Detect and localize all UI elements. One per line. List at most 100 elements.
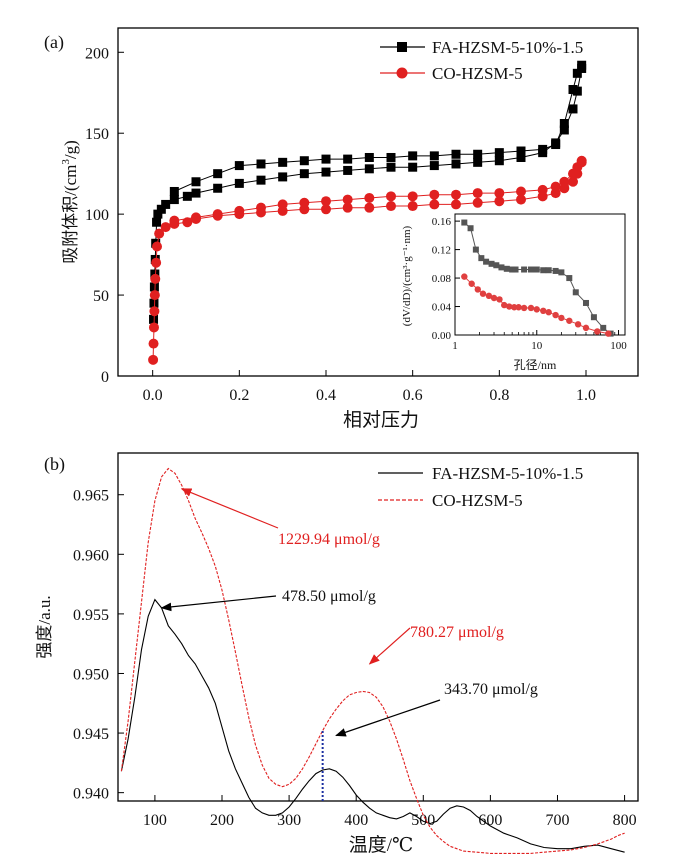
inset-point-fa — [478, 255, 485, 262]
a-point-co — [568, 176, 578, 187]
inset-point-fa — [509, 266, 516, 273]
inset-point-fa — [472, 246, 479, 253]
b-xtick-label: 800 — [613, 812, 637, 829]
a-point-co — [364, 202, 375, 213]
a-point-fa — [386, 162, 396, 172]
a-point-co — [429, 189, 440, 200]
a-series-1-adsorption-line — [152, 162, 583, 360]
inset-point-fa — [467, 225, 474, 232]
inset-point-fa — [483, 258, 490, 265]
a-point-co — [151, 257, 162, 268]
a-point-fa — [278, 157, 288, 167]
inset-ytick-label: 0.00 — [432, 330, 452, 342]
inset-ytick-label: 0.16 — [432, 216, 452, 228]
inset-xtick-label: 10 — [531, 340, 543, 352]
legend-a-label-fa: FA-HZSM-5-10%-1.5 — [432, 38, 583, 57]
inset-ytick-label: 0.04 — [432, 302, 452, 314]
b-xtick-label: 100 — [143, 812, 167, 829]
a-point-co — [516, 194, 526, 205]
a-point-co — [191, 212, 201, 223]
inset-point-fa — [552, 267, 559, 274]
a-point-fa — [149, 298, 159, 308]
panel-a-legend: FA-HZSM-5-10%-1.5 CO-HZSM-5 — [380, 38, 583, 83]
a-point-fa — [494, 156, 504, 166]
a-point-fa — [182, 191, 192, 201]
a-point-fa — [234, 161, 244, 171]
a-point-fa — [516, 146, 526, 156]
inset-point-co — [558, 314, 565, 322]
panel-b-ylabel: 强度/a.u. — [35, 595, 54, 658]
a-ytick-label: 50 — [93, 288, 109, 305]
a-point-fa — [451, 159, 461, 169]
panel-b-annotations: 1229.94 μmol/g 478.50 μmol/g 780.27 μmol… — [160, 488, 538, 737]
a-point-co — [299, 197, 310, 208]
a-point-fa — [364, 152, 374, 162]
inset-point-co — [461, 273, 468, 280]
annotation-fa-high: 343.70 μmol/g — [444, 681, 538, 698]
legend-b-label-co: CO-HZSM-5 — [432, 491, 523, 510]
a-point-co — [149, 306, 160, 317]
inset-point-co — [485, 292, 493, 300]
a-point-fa — [473, 149, 483, 159]
a-point-fa — [156, 204, 166, 214]
inset-point-fa — [582, 299, 589, 306]
a-point-fa — [551, 140, 561, 150]
panel-b-legend: FA-HZSM-5-10%-1.5 CO-HZSM-5 — [378, 464, 583, 510]
a-point-co — [154, 228, 165, 239]
a-point-fa — [408, 162, 418, 172]
annotation-co-low: 1229.94 μmol/g — [278, 531, 380, 548]
legend-a-label-co: CO-HZSM-5 — [432, 64, 523, 83]
b-xtick-label: 200 — [210, 812, 234, 829]
inset-point-fa — [493, 262, 500, 269]
inset-point-fa — [498, 264, 505, 271]
a-point-fa — [256, 159, 266, 169]
inset-point-co — [468, 280, 475, 287]
a-point-co — [148, 354, 159, 365]
a-point-fa — [169, 195, 179, 205]
b-ytick-label: 0.940 — [73, 786, 109, 803]
inset-point-fa — [566, 275, 573, 282]
a-point-co — [148, 322, 159, 333]
a-point-fa — [153, 209, 163, 219]
a-point-co — [429, 199, 440, 210]
b-xtick-label: 300 — [277, 812, 301, 829]
panel-b-xlabel: 温度/℃ — [349, 834, 414, 856]
inset-point-co — [605, 330, 612, 337]
a-point-fa — [451, 149, 461, 159]
a-point-co — [256, 202, 266, 213]
panel-a-ticks: 0.0 0.2 0.4 0.6 0.8 1.0 0 50 100 150 200 — [85, 45, 596, 404]
a-point-fa — [278, 172, 288, 182]
a-point-fa — [494, 148, 504, 158]
a-point-co — [342, 202, 353, 213]
a-point-co — [150, 273, 161, 284]
panel-b-ticks: 100 200 300 400 500 600 700 800 0.940 0.945 0.950 0… — [73, 488, 637, 829]
a-point-co — [550, 181, 561, 192]
a-point-fa — [169, 186, 179, 196]
annotation-arrow-co-high — [368, 627, 411, 665]
panel-a-ylabel: 吸附体积/(cm3/g) — [60, 140, 80, 264]
panel-b-series — [120, 467, 625, 854]
inset-frame — [454, 213, 626, 336]
a-point-fa — [386, 152, 396, 162]
b-ytick-label: 0.950 — [73, 666, 109, 683]
b-series-0-line — [120, 598, 625, 853]
a-point-co — [386, 191, 396, 202]
a-point-fa — [321, 154, 331, 164]
a-xtick-label: 0.6 — [403, 387, 423, 404]
annotation-arrow-fa-low — [160, 595, 277, 612]
a-point-co — [407, 191, 418, 202]
inset-point-fa — [461, 219, 468, 226]
inset-point-co — [501, 301, 508, 309]
inset-point-co — [540, 307, 547, 314]
inset-series — [461, 219, 614, 337]
a-point-fa — [343, 165, 353, 175]
a-point-fa — [572, 68, 582, 78]
a-point-co — [472, 188, 483, 199]
a-point-co — [152, 241, 162, 252]
b-series-1-line — [120, 467, 625, 854]
a-point-fa — [256, 175, 266, 185]
a-series-0-desorption-line — [174, 64, 583, 192]
inset-ytick-label: 0.12 — [432, 245, 451, 257]
legend-a-marker-co — [396, 67, 408, 79]
a-point-fa — [213, 183, 223, 193]
